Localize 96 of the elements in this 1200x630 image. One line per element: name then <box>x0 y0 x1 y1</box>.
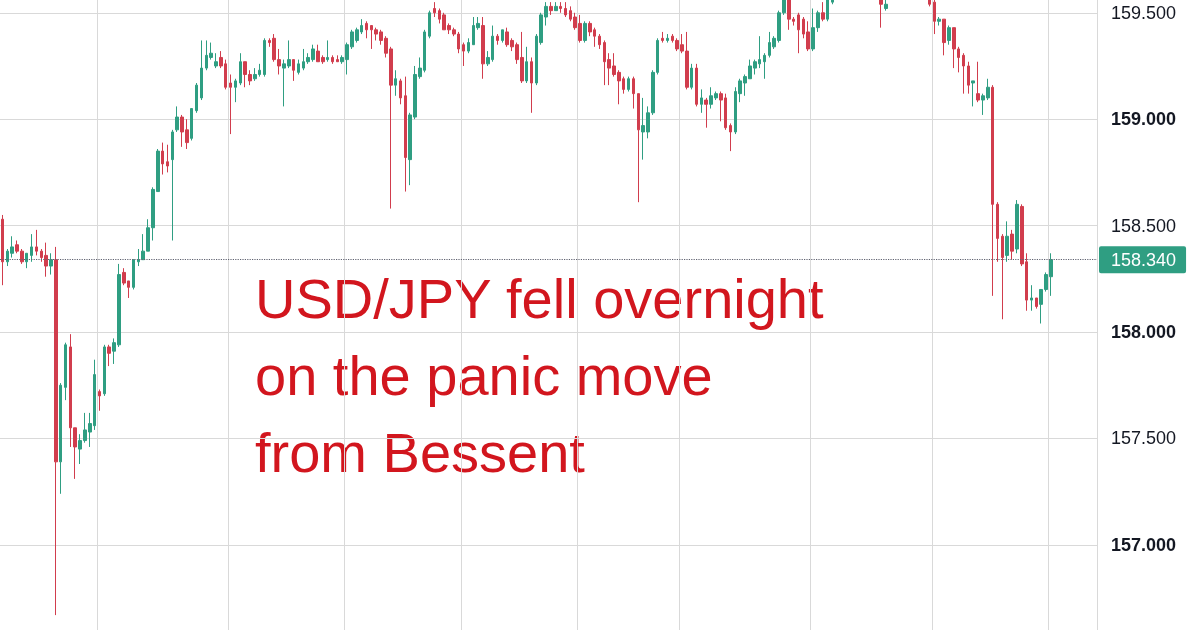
candlestick <box>166 144 169 173</box>
candlestick <box>729 122 732 152</box>
candlestick <box>967 61 970 95</box>
candlestick <box>428 10 431 39</box>
y-tick-label: 157.000 <box>1111 534 1177 555</box>
candlestick <box>884 0 888 12</box>
candlestick <box>559 1 562 14</box>
candlestick <box>49 252 53 276</box>
candlestick <box>234 78 237 103</box>
candlestick <box>700 88 703 114</box>
candlestick <box>831 0 834 5</box>
candlestick <box>632 76 635 110</box>
candlestick <box>239 52 242 86</box>
candlestick <box>404 76 407 193</box>
candlestick <box>942 18 946 56</box>
candlestick <box>59 382 62 495</box>
candlestick <box>399 78 402 105</box>
candlestick <box>695 63 698 107</box>
candlestick <box>525 46 528 84</box>
candlestick <box>1010 229 1014 261</box>
candlestick <box>137 248 140 267</box>
y-tick-label: 159.500 <box>1111 2 1177 23</box>
candlestick <box>326 39 329 63</box>
candlestick <box>879 0 883 29</box>
candlestick <box>661 31 664 44</box>
candlestick <box>365 20 368 39</box>
candlestick <box>1 214 4 286</box>
annotation: USD/JPY fell overnight on the panic move from Bessent <box>255 267 824 484</box>
candlestick <box>821 1 825 22</box>
candlestick <box>952 27 956 69</box>
candlestick <box>583 20 587 44</box>
candlestick <box>253 67 257 82</box>
candlestick <box>637 93 640 203</box>
candlestick <box>195 82 198 114</box>
candlestick <box>336 54 339 63</box>
y-tick-label: 159.000 <box>1111 109 1177 130</box>
candlestick <box>933 0 936 35</box>
candlestick <box>25 252 28 269</box>
candlestick <box>1015 199 1019 254</box>
candlestick <box>991 84 994 297</box>
candlestick <box>496 33 499 46</box>
y-tick-label: 157.500 <box>1111 428 1177 449</box>
candlestick <box>554 1 558 12</box>
candlestick <box>331 54 334 65</box>
candlestick <box>98 388 101 412</box>
candlestick <box>30 233 33 263</box>
candlestick <box>54 246 58 616</box>
candlestick <box>200 39 203 101</box>
candlestick <box>214 52 218 69</box>
ref-line-label: 158.340 <box>1111 249 1177 270</box>
candlestick <box>161 142 164 176</box>
candlestick <box>627 76 630 93</box>
candlestick <box>229 73 232 135</box>
candlestick <box>797 12 800 54</box>
candlestick <box>704 97 708 129</box>
candlestick <box>937 16 941 27</box>
candlestick <box>297 59 300 75</box>
candlestick <box>64 342 67 401</box>
candlestick <box>171 129 174 242</box>
candlestick <box>549 1 553 16</box>
candlestick <box>175 105 179 133</box>
candlestick <box>947 25 951 46</box>
candlestick <box>1035 297 1038 310</box>
candlestick <box>690 63 693 90</box>
candlestick <box>996 201 999 263</box>
candlestick <box>467 37 470 54</box>
candlestick <box>35 229 38 256</box>
candlestick <box>107 344 111 367</box>
candlestick <box>462 42 465 67</box>
candlestick <box>787 0 791 31</box>
candlestick <box>1030 284 1033 312</box>
candlestick <box>1001 233 1004 320</box>
y-tick-label: 158.000 <box>1111 322 1177 343</box>
candlestick <box>132 259 135 290</box>
candlestick <box>481 16 485 80</box>
candlestick <box>433 1 436 18</box>
candlestick <box>103 344 106 397</box>
candlestick <box>394 69 397 97</box>
candlestick <box>190 108 193 141</box>
candlestick <box>263 37 266 78</box>
candlestick <box>666 33 669 44</box>
candlestick <box>501 29 504 44</box>
candlestick <box>806 20 810 52</box>
candlestick <box>598 33 601 50</box>
candlestick <box>826 0 829 22</box>
candlestick <box>971 80 975 107</box>
candlestick <box>564 1 567 18</box>
candlestick <box>976 61 980 103</box>
candlestick <box>530 56 533 114</box>
candlestick <box>44 242 48 278</box>
candlestick <box>928 0 931 7</box>
candlestick <box>962 52 965 95</box>
candlestick <box>1005 220 1009 263</box>
y-tick-label: 158.500 <box>1111 215 1177 236</box>
candlestick <box>763 52 766 80</box>
candlestick <box>292 59 295 82</box>
